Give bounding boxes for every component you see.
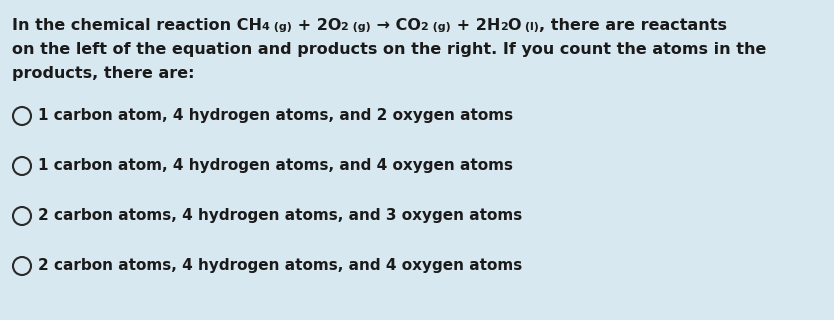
Text: on the left of the equation and products on the right. If you count the atoms in: on the left of the equation and products… — [12, 42, 766, 57]
Text: 2: 2 — [500, 22, 508, 32]
Text: 1 carbon atom, 4 hydrogen atoms, and 4 oxygen atoms: 1 carbon atom, 4 hydrogen atoms, and 4 o… — [38, 158, 513, 173]
Text: In the chemical reaction CH: In the chemical reaction CH — [12, 18, 262, 33]
Text: + 2O: + 2O — [292, 18, 341, 33]
Text: 2 (g): 2 (g) — [341, 22, 371, 32]
Text: → CO: → CO — [371, 18, 421, 33]
Text: (l): (l) — [521, 22, 539, 32]
Text: products, there are:: products, there are: — [12, 66, 194, 81]
Text: 1 carbon atom, 4 hydrogen atoms, and 2 oxygen atoms: 1 carbon atom, 4 hydrogen atoms, and 2 o… — [38, 108, 513, 123]
Text: + 2H: + 2H — [450, 18, 500, 33]
Text: O: O — [508, 18, 521, 33]
Text: 2 carbon atoms, 4 hydrogen atoms, and 3 oxygen atoms: 2 carbon atoms, 4 hydrogen atoms, and 3 … — [38, 208, 522, 223]
Text: 4 (g): 4 (g) — [262, 22, 292, 32]
Text: 2 carbon atoms, 4 hydrogen atoms, and 4 oxygen atoms: 2 carbon atoms, 4 hydrogen atoms, and 4 … — [38, 258, 522, 273]
Text: , there are reactants: , there are reactants — [539, 18, 727, 33]
Text: 2 (g): 2 (g) — [421, 22, 450, 32]
